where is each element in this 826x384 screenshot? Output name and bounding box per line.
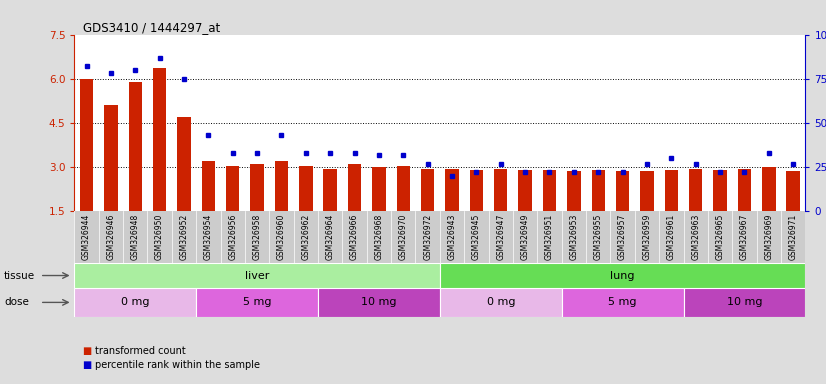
- Bar: [104, 105, 117, 211]
- Text: GSM326972: GSM326972: [423, 214, 432, 260]
- Bar: [689, 169, 702, 211]
- Bar: [616, 172, 629, 211]
- Bar: [543, 170, 556, 211]
- Bar: [714, 170, 727, 211]
- Bar: [324, 169, 337, 211]
- Text: 0 mg: 0 mg: [121, 297, 150, 308]
- Text: GSM326964: GSM326964: [325, 214, 335, 260]
- Text: 5 mg: 5 mg: [243, 297, 272, 308]
- Text: percentile rank within the sample: percentile rank within the sample: [95, 360, 260, 370]
- Bar: [129, 82, 142, 211]
- Text: GSM326943: GSM326943: [448, 214, 457, 260]
- Bar: [519, 170, 532, 211]
- Text: lung: lung: [610, 270, 635, 281]
- Bar: [250, 164, 263, 211]
- Text: GSM326958: GSM326958: [253, 214, 262, 260]
- Text: GSM326971: GSM326971: [789, 214, 798, 260]
- Text: GSM326970: GSM326970: [399, 214, 408, 260]
- Bar: [440, 263, 805, 288]
- Text: GSM326955: GSM326955: [594, 214, 603, 260]
- Bar: [74, 263, 440, 288]
- Bar: [762, 167, 776, 211]
- Bar: [786, 172, 800, 211]
- Text: GSM326963: GSM326963: [691, 214, 700, 260]
- Bar: [202, 161, 215, 211]
- Text: GSM326951: GSM326951: [545, 214, 554, 260]
- Text: GSM326954: GSM326954: [204, 214, 213, 260]
- Bar: [591, 170, 605, 211]
- Bar: [445, 169, 458, 211]
- Text: GSM326948: GSM326948: [131, 214, 140, 260]
- Bar: [421, 169, 434, 211]
- Text: GSM326968: GSM326968: [374, 214, 383, 260]
- Text: tissue: tissue: [4, 270, 36, 281]
- Text: transformed count: transformed count: [95, 346, 186, 356]
- Text: GSM326945: GSM326945: [472, 214, 481, 260]
- Bar: [470, 170, 483, 211]
- Text: GSM326946: GSM326946: [107, 214, 116, 260]
- Bar: [348, 164, 361, 211]
- Text: GSM326950: GSM326950: [155, 214, 164, 260]
- Text: GSM326965: GSM326965: [715, 214, 724, 260]
- Bar: [373, 167, 386, 211]
- Bar: [80, 79, 93, 211]
- Text: GSM326956: GSM326956: [228, 214, 237, 260]
- Text: 5 mg: 5 mg: [608, 297, 637, 308]
- Bar: [440, 288, 562, 317]
- Bar: [494, 169, 507, 211]
- Text: GSM326949: GSM326949: [520, 214, 529, 260]
- Text: GSM326957: GSM326957: [618, 214, 627, 260]
- Text: GSM326961: GSM326961: [667, 214, 676, 260]
- Text: GSM326969: GSM326969: [764, 214, 773, 260]
- Text: GSM326952: GSM326952: [179, 214, 188, 260]
- Bar: [567, 172, 581, 211]
- Bar: [197, 288, 318, 317]
- Text: 10 mg: 10 mg: [361, 297, 396, 308]
- Bar: [738, 169, 751, 211]
- Text: liver: liver: [244, 270, 269, 281]
- Bar: [275, 161, 288, 211]
- Text: ■: ■: [83, 346, 92, 356]
- Text: GSM326960: GSM326960: [277, 214, 286, 260]
- Bar: [178, 117, 191, 211]
- Text: GDS3410 / 1444297_at: GDS3410 / 1444297_at: [83, 21, 220, 34]
- Bar: [318, 288, 440, 317]
- Bar: [684, 288, 805, 317]
- Bar: [74, 288, 197, 317]
- Bar: [396, 166, 410, 211]
- Bar: [153, 68, 166, 211]
- Text: GSM326947: GSM326947: [496, 214, 506, 260]
- Bar: [226, 166, 240, 211]
- Bar: [299, 166, 312, 211]
- Text: GSM326966: GSM326966: [350, 214, 359, 260]
- Text: ■: ■: [83, 360, 92, 370]
- Text: GSM326962: GSM326962: [301, 214, 311, 260]
- Text: dose: dose: [4, 297, 29, 308]
- Bar: [665, 170, 678, 211]
- Text: GSM326967: GSM326967: [740, 214, 749, 260]
- Text: GSM326953: GSM326953: [569, 214, 578, 260]
- Bar: [562, 288, 684, 317]
- Bar: [640, 172, 653, 211]
- Text: GSM326959: GSM326959: [643, 214, 652, 260]
- Text: GSM326944: GSM326944: [82, 214, 91, 260]
- Text: 0 mg: 0 mg: [487, 297, 515, 308]
- Text: 10 mg: 10 mg: [727, 297, 762, 308]
